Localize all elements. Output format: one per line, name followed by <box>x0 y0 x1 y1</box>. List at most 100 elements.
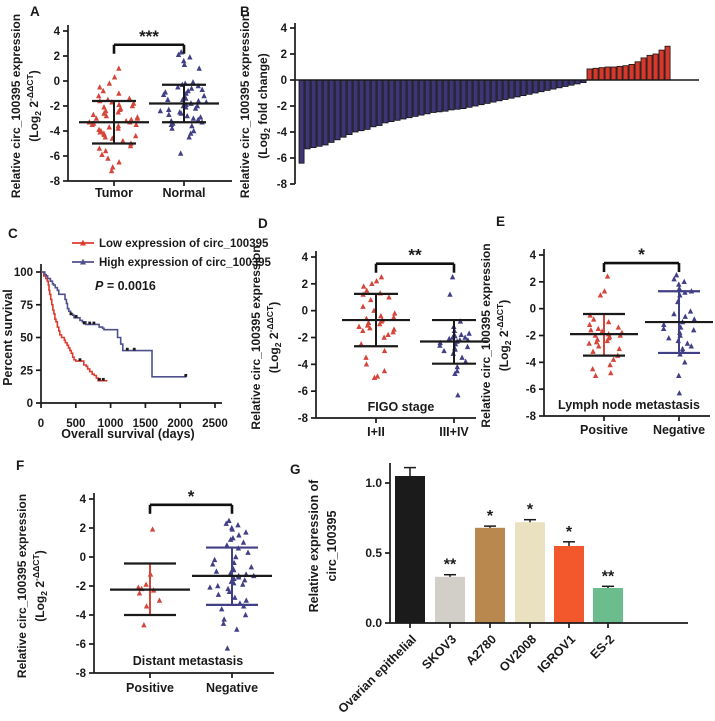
panel-f: F 4 2 0 -2 -4 -6 -8 * Distant metastasis Positive… <box>4 452 280 716</box>
svg-text:0: 0 <box>80 552 86 564</box>
svg-text:0.0: 0.0 <box>365 616 382 630</box>
svg-text:Relative circ_100395 expressio: Relative circ_100395 expression <box>479 243 493 427</box>
svg-text:500: 500 <box>66 418 85 430</box>
svg-text:Normal: Normal <box>162 186 205 200</box>
svg-text:Positive: Positive <box>126 681 174 695</box>
panel-e-letter: E <box>496 214 506 229</box>
svg-text:(Log2 fold change): (Log2 fold change) <box>256 53 272 158</box>
svg-text:*: * <box>638 245 645 264</box>
svg-text:0: 0 <box>302 306 308 318</box>
svg-text:-2: -2 <box>50 101 60 113</box>
svg-text:*: * <box>566 524 573 541</box>
svg-text:-6: -6 <box>277 153 287 165</box>
svg-text:4: 4 <box>281 23 288 35</box>
svg-text:SKOV3: SKOV3 <box>419 632 459 672</box>
svg-text:0: 0 <box>38 418 44 430</box>
svg-text:Low expression of circ_100395: Low expression of circ_100395 <box>99 238 269 250</box>
svg-text:1000: 1000 <box>98 418 124 430</box>
svg-text:IGROV1: IGROV1 <box>535 632 578 675</box>
svg-text:Positive: Positive <box>580 423 628 437</box>
svg-text:-4: -4 <box>50 126 61 138</box>
svg-text:-2: -2 <box>298 333 308 345</box>
svg-text:1500: 1500 <box>133 418 159 430</box>
panel-g-chart: 0.00.51.0*** ****Ovarian epithelial SKOV3 A… <box>307 463 688 716</box>
svg-text:-8: -8 <box>76 668 87 680</box>
svg-text:2500: 2500 <box>202 418 228 430</box>
svg-text:Relative circ_100395 expressio: Relative circ_100395 expression <box>9 14 23 198</box>
svg-text:50: 50 <box>20 333 33 345</box>
panel-d-letter: D <box>258 216 268 231</box>
svg-text:-6: -6 <box>298 386 308 398</box>
svg-text:-4: -4 <box>298 359 309 371</box>
panel-c: C 0 25 50 75 100 0 500 1000 1500 2000 2500 Low expr… <box>0 210 272 456</box>
svg-text:-4: -4 <box>277 127 288 139</box>
svg-text:Relative circ_100395 expressio: Relative circ_100395 expression <box>238 14 252 198</box>
svg-text:**: ** <box>408 246 422 265</box>
svg-text:1.0: 1.0 <box>365 476 382 490</box>
panel-a: A 4 2 0 -2 -4 -6 -8 *** Tumor Normal Relative circ… <box>8 0 236 208</box>
panel-a-chart: 4 2 0 -2 -4 -6 -8 *** Tumor Normal Relative circ_1… <box>9 14 232 200</box>
svg-text:4: 4 <box>54 26 61 38</box>
svg-text:circ_100395: circ_100395 <box>325 511 339 582</box>
svg-text:2000: 2000 <box>167 418 193 430</box>
svg-text:75: 75 <box>20 300 33 312</box>
svg-text:2: 2 <box>302 279 308 291</box>
svg-text:A2780: A2780 <box>463 632 499 668</box>
svg-text:-8: -8 <box>277 179 288 191</box>
svg-text:Ovarian epithelial: Ovarian epithelial <box>336 632 420 716</box>
panel-e: E 4 2 0 -2 -4 -6 -8 * Lymph node metastasis Posit… <box>479 210 715 456</box>
svg-text:2: 2 <box>281 49 287 61</box>
panel-f-chart: 4 2 0 -2 -4 -6 -8 * Distant metastasis Positive Ne… <box>15 487 274 695</box>
svg-text:FIGO stage: FIGO stage <box>368 400 435 414</box>
svg-text:Tumor: Tumor <box>95 186 133 200</box>
svg-text:OV2008: OV2008 <box>497 632 539 674</box>
svg-text:-4: -4 <box>526 357 537 369</box>
svg-text:(Log2 2-ΔΔCT): (Log2 2-ΔΔCT) <box>265 302 283 373</box>
panel-e-chart: 4 2 0 -2 -4 -6 -8 * Lymph node metastasis Positiv… <box>479 243 713 437</box>
svg-text:-6: -6 <box>526 384 536 396</box>
svg-text:-2: -2 <box>277 101 287 113</box>
svg-text:*: * <box>527 502 534 519</box>
svg-text:-2: -2 <box>76 581 86 593</box>
svg-text:**: ** <box>444 557 457 574</box>
svg-text:P = 0.0016: P = 0.0016 <box>95 279 156 293</box>
svg-text:25: 25 <box>20 365 33 377</box>
svg-text:0: 0 <box>281 75 287 87</box>
svg-text:Percent survival: Percent survival <box>1 289 15 386</box>
svg-text:(Log2 2-ΔΔCT): (Log2 2-ΔΔCT) <box>31 550 49 621</box>
svg-text:4: 4 <box>80 494 87 506</box>
svg-text:*: * <box>487 508 494 525</box>
svg-text:Lymph node metastasis: Lymph node metastasis <box>558 398 700 412</box>
svg-text:*: * <box>188 487 195 506</box>
svg-text:(Log2 2-ΔΔCT): (Log2 2-ΔΔCT) <box>495 300 513 371</box>
svg-text:-4: -4 <box>76 610 87 622</box>
svg-text:**: ** <box>602 568 615 585</box>
svg-text:4: 4 <box>530 250 537 262</box>
svg-text:III+IV: III+IV <box>439 425 469 439</box>
svg-text:Negative: Negative <box>653 423 705 437</box>
svg-text:Negative: Negative <box>206 681 258 695</box>
svg-text:2: 2 <box>530 277 536 289</box>
panel-d: D 4 2 0 -2 -4 -6 -8 ** FIGO stage I+II III+IV Relat… <box>246 210 488 456</box>
svg-text:-6: -6 <box>76 639 86 651</box>
svg-text:Relative circ_100395 expressio: Relative circ_100395 expression <box>249 245 263 429</box>
panel-a-letter: A <box>30 4 40 19</box>
svg-text:Distant metastasis: Distant metastasis <box>133 654 244 668</box>
svg-text:-8: -8 <box>298 413 309 425</box>
svg-text:Relative circ_100395 expressio: Relative circ_100395 expression <box>15 494 29 678</box>
svg-text:0: 0 <box>54 76 60 88</box>
panel-g: G 0.0 0.5 1.0 ** * * * ** Ovarian epithelial SKOV… <box>288 452 712 718</box>
svg-text:4: 4 <box>302 252 309 264</box>
svg-text:0: 0 <box>530 304 536 316</box>
svg-text:ES-2: ES-2 <box>588 632 618 662</box>
svg-text:***: *** <box>139 27 159 46</box>
svg-text:100: 100 <box>14 267 33 279</box>
svg-text:0.5: 0.5 <box>365 546 382 560</box>
panel-b-letter: B <box>240 4 250 19</box>
panel-f-letter: F <box>16 458 25 473</box>
svg-text:0: 0 <box>27 398 33 410</box>
svg-text:-6: -6 <box>50 151 60 163</box>
svg-text:Relative expression of: Relative expression of <box>307 479 321 613</box>
